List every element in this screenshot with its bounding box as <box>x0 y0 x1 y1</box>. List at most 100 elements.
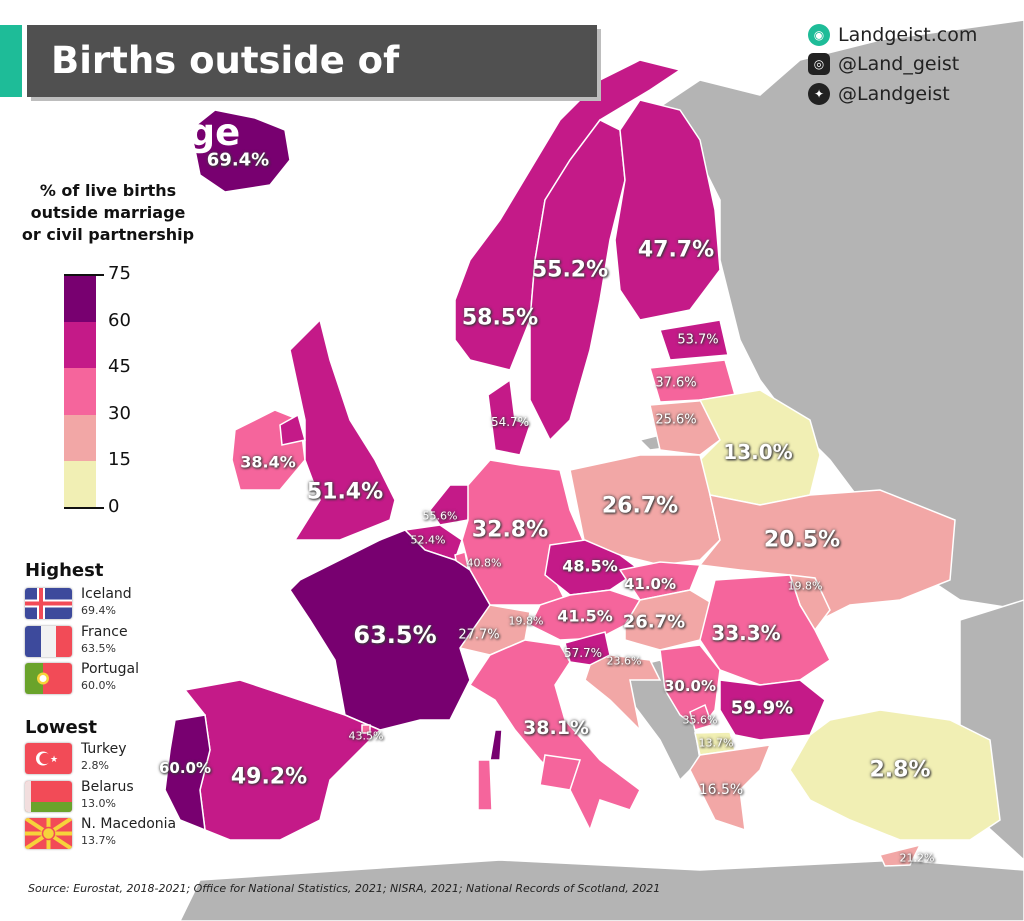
legend-title-line: or civil partnership <box>21 225 195 244</box>
ranked-country-value: 2.8% <box>81 759 109 772</box>
belarus-flag <box>25 780 72 812</box>
legend-bin-0-15 <box>64 461 96 508</box>
region-kosovo[interactable] <box>689 703 713 731</box>
social-twitter[interactable]: ✦ @Landgeist <box>808 83 950 105</box>
value-label-lithuania: 25.6% <box>655 412 697 428</box>
highest-heading: Highest <box>25 560 104 581</box>
ranked-country-name: Belarus <box>81 778 134 795</box>
value-label-czechia: 48.5% <box>562 556 618 576</box>
legend-tick: 60 <box>108 309 131 331</box>
svg-text:★: ★ <box>50 755 58 765</box>
title-accent-stripe <box>0 25 22 97</box>
region-portugal[interactable] <box>164 714 211 832</box>
portugal-flag <box>25 663 72 694</box>
value-label-liechtenstein: 19.8% <box>508 614 544 628</box>
north-macedonia-flag <box>25 818 72 849</box>
social-instagram[interactable]: ◎ @Land_geist <box>808 53 959 75</box>
region-italy[interactable] <box>477 759 493 811</box>
region-uk[interactable] <box>289 318 396 541</box>
region-greece[interactable] <box>689 744 772 832</box>
ranked-country-name: N. Macedonia <box>81 816 177 832</box>
source-note: Source: Eurostat, 2018-2021; Office for … <box>28 882 661 895</box>
ranked-country-value: 63.5% <box>81 641 116 655</box>
legend-title-line: outside marriage <box>30 203 186 222</box>
value-label-austria: 41.5% <box>557 606 613 626</box>
legend-tick: 75 <box>108 263 131 284</box>
region-italy[interactable] <box>468 639 641 832</box>
legend-tick: 15 <box>108 449 131 470</box>
social-website[interactable]: ◉ Landgeist.com <box>808 24 977 46</box>
value-label-slovakia: 41.0% <box>623 575 677 593</box>
value-label-croatia: 23.6% <box>606 654 642 668</box>
region-czechia[interactable] <box>544 539 642 596</box>
value-label-bulgaria: 59.9% <box>730 697 794 719</box>
value-label-norway: 58.5% <box>461 305 539 331</box>
title-banner: Births outside of marriage <box>0 25 600 154</box>
region-cyprus[interactable] <box>878 843 922 867</box>
legend-title-line: % of live births <box>39 181 177 200</box>
value-label-greece: 16.5% <box>698 782 744 798</box>
region-france[interactable] <box>289 529 491 731</box>
region-france[interactable] <box>489 729 503 761</box>
region-uk[interactable] <box>279 413 306 446</box>
value-label-hungary: 26.7% <box>622 611 686 633</box>
value-label-estonia: 53.7% <box>677 332 719 348</box>
value-label-belarus: 13.0% <box>723 440 793 464</box>
page-title: Births outside of marriage <box>27 25 597 154</box>
france-flag <box>25 625 72 657</box>
value-label-serbia: 30.0% <box>663 677 717 695</box>
legend-bin-15-30 <box>64 414 96 461</box>
value-label-turkey: 2.8% <box>869 757 931 783</box>
no-data-land <box>179 859 1024 921</box>
value-label-ireland: 38.4% <box>240 452 296 472</box>
region-turkey[interactable] <box>789 709 1001 841</box>
lowest-heading: Lowest <box>25 717 97 738</box>
region-andorra[interactable] <box>361 724 371 734</box>
value-label-kosovo: 35.6% <box>682 713 718 727</box>
region-croatia[interactable] <box>584 654 662 733</box>
ranked-country-name: Portugal <box>81 661 139 677</box>
ranked-country-value: 13.7% <box>81 834 116 847</box>
value-label-andorra: 43.5% <box>348 729 384 743</box>
value-label-moldova: 19.8% <box>787 579 823 593</box>
value-label-belgium: 52.4% <box>410 533 446 547</box>
region-hungary[interactable] <box>624 589 716 651</box>
ranked-country-name: Iceland <box>81 586 132 602</box>
value-label-france: 63.5% <box>353 621 437 649</box>
turkey-flag: ★ <box>25 743 72 774</box>
ranked-country-name: Turkey <box>81 741 127 757</box>
region-sweden[interactable] <box>529 119 626 442</box>
value-label-ukraine: 20.5% <box>763 527 841 553</box>
value-label-spain: 49.2% <box>230 764 308 790</box>
ranked-country-value: 69.4% <box>81 604 116 617</box>
legend-bin-45-60 <box>64 321 96 368</box>
region-romania[interactable] <box>699 574 831 686</box>
value-label-poland: 26.7% <box>601 493 679 519</box>
website-text: Landgeist.com <box>838 24 978 46</box>
region-iceland[interactable] <box>189 109 291 193</box>
region-norway[interactable] <box>454 59 682 371</box>
value-label-iceland: 69.4% <box>206 149 270 171</box>
value-label-slovenia: 57.7% <box>563 646 603 660</box>
value-label-north-macedonia: 13.7% <box>698 736 734 750</box>
region-denmark[interactable] <box>487 378 531 456</box>
value-label-romania: 33.3% <box>711 621 781 645</box>
twitter-icon: ✦ <box>808 83 830 105</box>
legend-tick-line <box>64 274 104 276</box>
region-estonia[interactable] <box>659 319 729 361</box>
ranked-country-value: 60.0% <box>81 679 116 692</box>
legend-tick-line <box>64 506 104 509</box>
value-label-latvia: 37.6% <box>655 375 697 391</box>
value-label-portugal: 60.0% <box>158 759 212 777</box>
legend-tick: 0 <box>108 495 120 517</box>
value-label-cyprus: 21.2% <box>899 851 935 865</box>
legend-title: % of live births outside marriage or civ… <box>12 180 204 246</box>
region-italy[interactable] <box>539 754 581 791</box>
value-label-sweden: 55.2% <box>531 257 609 283</box>
region-slovakia[interactable] <box>618 561 702 601</box>
value-label-germany: 32.8% <box>471 517 549 543</box>
region-finland[interactable] <box>614 99 721 321</box>
region-ukraine[interactable] <box>698 489 956 621</box>
landgeist-globe-icon: ◉ <box>808 24 830 46</box>
